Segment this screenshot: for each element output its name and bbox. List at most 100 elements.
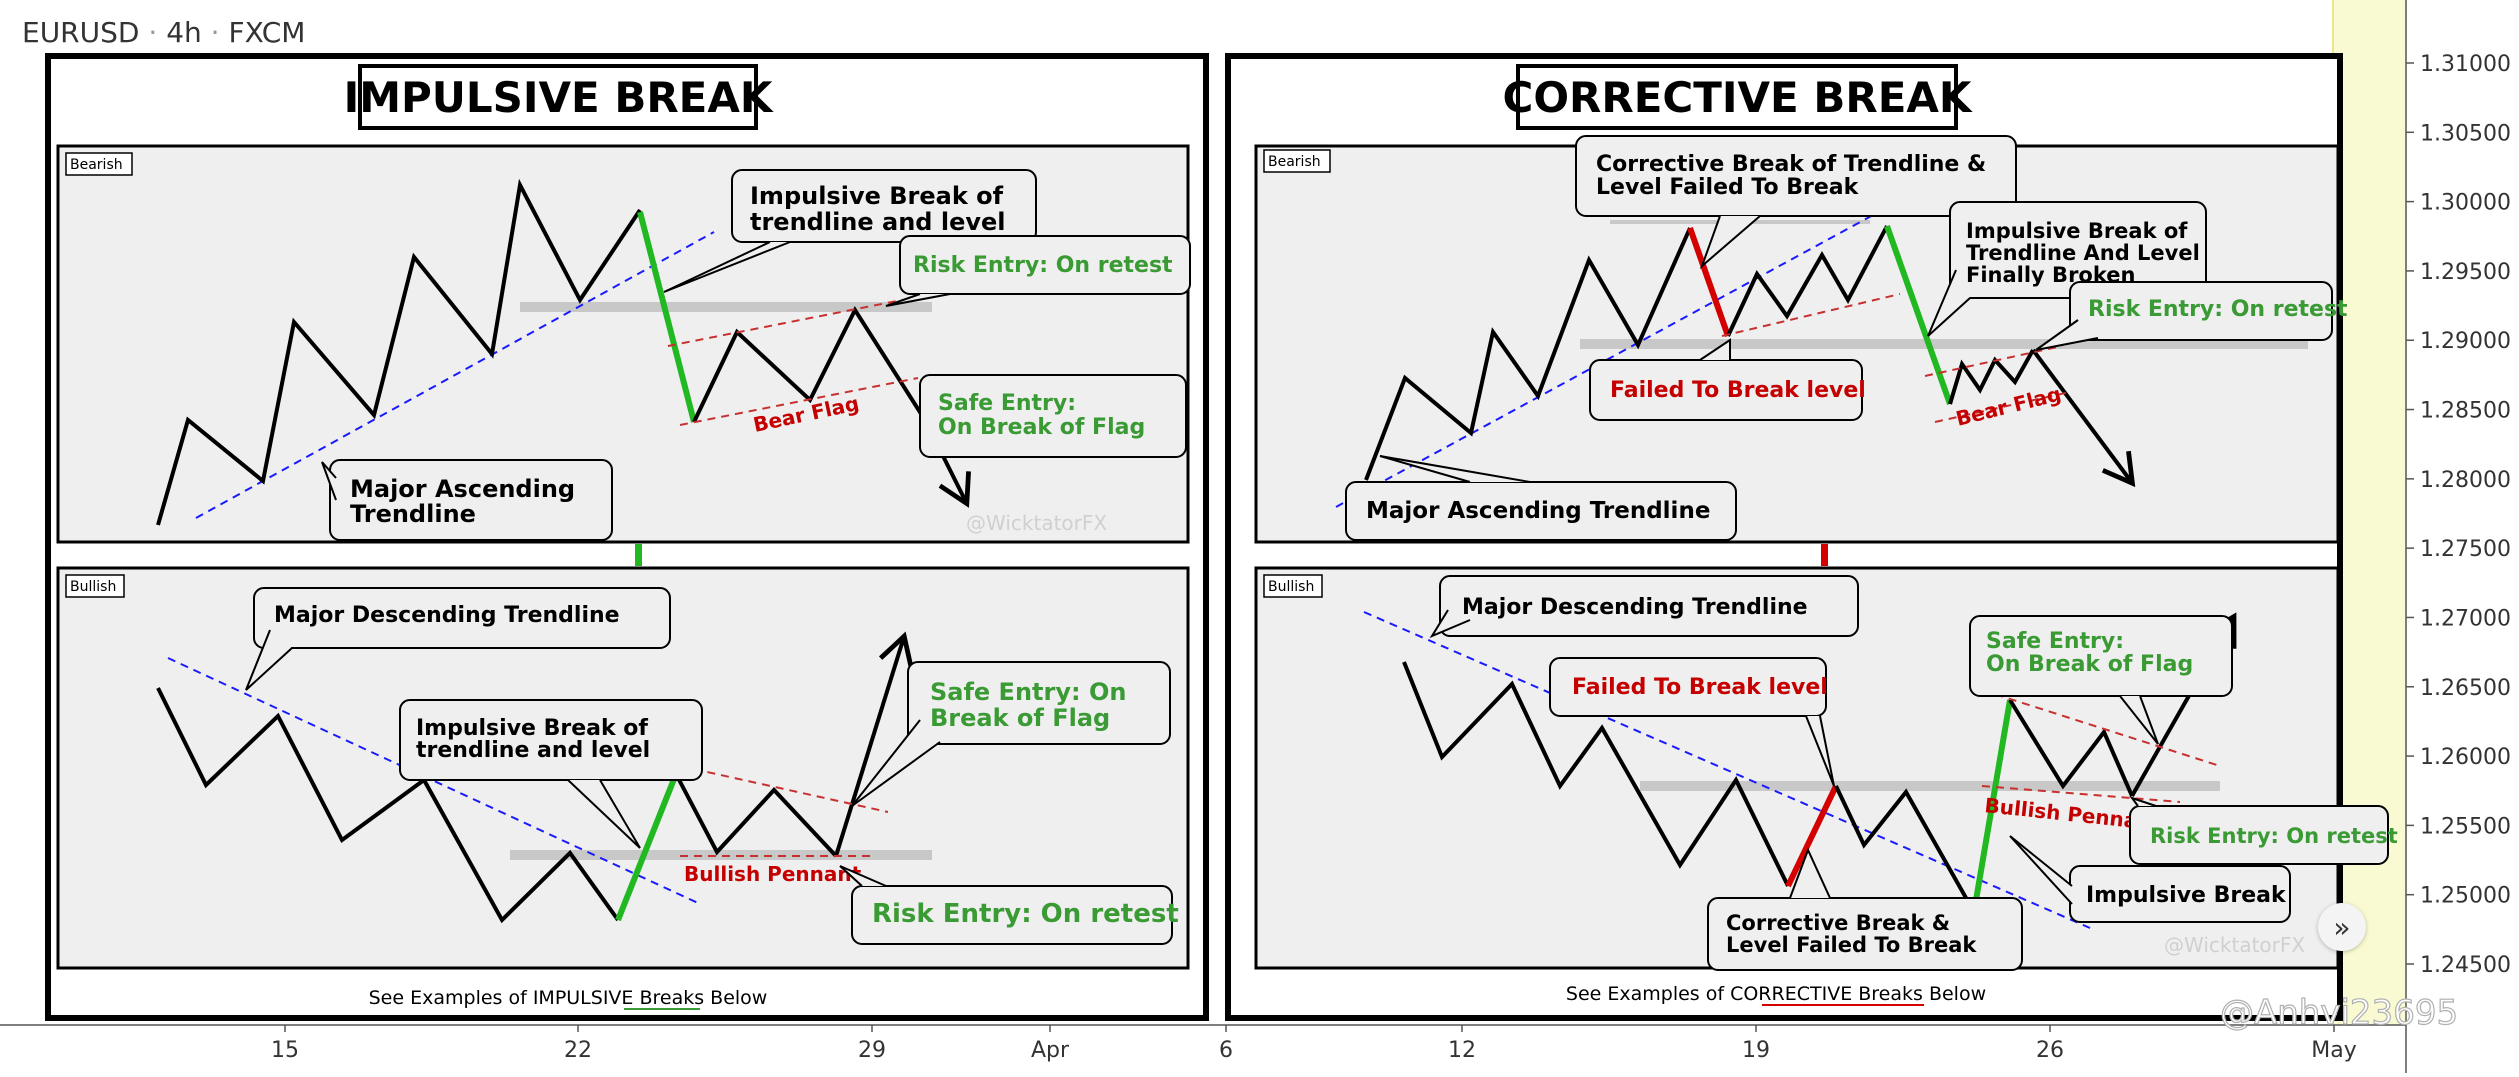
svg-text:Failed To Break level: Failed To Break level <box>1610 378 1866 403</box>
left-bullish-tag-box <box>65 574 125 598</box>
svg-text:Corrective Break of Trendline: Corrective Break of Trendline & <box>1596 152 1986 177</box>
time-tick-label: 6 <box>1219 1038 1233 1063</box>
svg-text:On Break of Flag: On Break of Flag <box>1986 652 2193 677</box>
left-bull-pennant-path <box>674 773 838 858</box>
price-tick-label: 1.24500 <box>2420 953 2511 978</box>
right-bullish-tag-box <box>1263 574 1323 598</box>
price-tick-label: 1.25000 <box>2420 884 2511 909</box>
callout-right-bull-corrective: Corrective Break & Level Failed To Break <box>1707 847 2023 971</box>
price-tick-label: 1.27500 <box>2420 537 2511 562</box>
callout-left-bear-safe: Safe Entry: On Break of Flag <box>919 374 1187 458</box>
left-title: IMPULSIVE BREAK <box>344 73 774 122</box>
callout-right-bear-corrective: Corrective Break of Trendline & Level Fa… <box>1575 135 2017 270</box>
left-bull-pennant-label: Bullish Pennant <box>684 862 862 886</box>
price-tick-label: 1.31000 <box>2420 52 2511 77</box>
svg-text:Impulsive Break: Impulsive Break <box>2086 883 2287 908</box>
price-tick-label: 1.28500 <box>2420 399 2511 424</box>
right-bullish-tag: Bullish <box>1268 579 1314 595</box>
price-tick-label: 1.27000 <box>2420 606 2511 631</box>
svg-text:Risk Entry: On retest: Risk Entry: On retest <box>913 253 1173 278</box>
svg-text:Level Failed To Break: Level Failed To Break <box>1726 933 1977 957</box>
left-bear-flag-upper <box>667 299 903 347</box>
right-bull-corrective-leg <box>1785 784 1839 888</box>
right-panel-connector <box>1821 544 1828 566</box>
left-bull-impulse-leg <box>615 772 679 922</box>
right-bear-impulse-leg <box>1884 224 1953 406</box>
svg-text:Break of Flag: Break of Flag <box>930 704 1110 732</box>
left-bearish-tag-box <box>65 152 133 176</box>
time-highlight-band <box>2332 0 2406 1025</box>
svg-text:Risk Entry: On retest: Risk Entry: On retest <box>2088 297 2348 322</box>
right-bear-trendline <box>1335 207 1887 508</box>
right-bear-flag-upper <box>1924 345 2063 377</box>
svg-text:Trendline: Trendline <box>350 500 476 528</box>
left-bearish-tag: Bearish <box>70 157 123 173</box>
left-bear-price-path <box>156 178 642 526</box>
price-tick-label: 1.28000 <box>2420 468 2511 493</box>
callout-right-bull-impulsive: Impulsive Break <box>2009 835 2291 923</box>
right-bear-price-path <box>1364 227 1692 481</box>
svg-text:trendline and level: trendline and level <box>416 738 650 763</box>
right-bull-trendline <box>1363 611 2091 929</box>
right-bull-pennant-path <box>2008 698 2134 797</box>
left-bear-impulse-leg <box>637 211 697 423</box>
price-tick-label: 1.30500 <box>2420 121 2511 146</box>
left-panel-connector <box>635 544 642 566</box>
time-tick-label: Apr <box>1031 1038 1070 1063</box>
left-bullish-tag: Bullish <box>70 579 116 595</box>
right-bull-watermark: @WicktatorFX <box>2164 933 2305 957</box>
right-bull-mid-path <box>1834 785 1976 913</box>
time-tick-label: 22 <box>564 1038 592 1063</box>
left-bear-watermark: @WicktatorFX <box>966 511 1107 535</box>
svg-text:Impulsive Break of: Impulsive Break of <box>750 182 1004 210</box>
svg-text:Trendline And Level: Trendline And Level <box>1966 241 2200 265</box>
left-caption: See Examples of IMPULSIVE Breaks Below <box>369 987 768 1009</box>
svg-text:Safe Entry:: Safe Entry: <box>1986 629 2124 654</box>
callout-right-bear-failed: Failed To Break level <box>1589 338 1866 421</box>
right-bull-price-path <box>1402 661 1790 887</box>
right-bear-corr-dash <box>1721 293 1901 337</box>
time-tick-label: 29 <box>858 1038 886 1063</box>
left-bull-price-path <box>156 687 620 924</box>
right-bear-flag-path <box>1948 349 2035 405</box>
left-bull-pennant-upper <box>679 765 889 813</box>
time-tick-label: May <box>2311 1038 2356 1063</box>
svg-text:Risk Entry: On retest: Risk Entry: On retest <box>872 899 1179 929</box>
callout-left-bull-risk: Risk Entry: On retest <box>839 865 1179 945</box>
right-bear-arrow <box>2031 348 2136 488</box>
svg-text:Safe Entry:: Safe Entry: <box>938 391 1076 416</box>
right-title: CORRECTIVE BREAK <box>1503 73 1973 122</box>
svg-text:trendline and level: trendline and level <box>750 208 1006 236</box>
right-bear-flag-lower <box>1934 391 2071 423</box>
svg-text:Corrective Break &: Corrective Break & <box>1726 911 1950 935</box>
svg-text:Impulsive Break of: Impulsive Break of <box>416 716 648 741</box>
svg-text:Major Descending Trendline: Major Descending Trendline <box>1462 595 1808 620</box>
callout-right-bull-risk: Risk Entry: On retest <box>2129 796 2398 865</box>
svg-text:Major Ascending: Major Ascending <box>350 475 575 503</box>
svg-text:Level Failed To Break: Level Failed To Break <box>1596 175 1860 200</box>
callout-right-bear-major: Major Ascending Trendline <box>1345 455 1737 541</box>
callout-left-bear-major: Major Ascending Trendline <box>321 459 613 541</box>
callout-right-bear-risk: Risk Entry: On retest <box>2035 281 2348 351</box>
symbol-title: EURUSD · 4h · FXCM <box>22 16 305 49</box>
time-tick-label: 15 <box>271 1038 299 1063</box>
svg-text:Major Descending Trendline: Major Descending Trendline <box>274 603 620 628</box>
svg-text:Impulsive Break of: Impulsive Break of <box>1966 219 2188 243</box>
callout-left-bear-impulsive: Impulsive Break of trendline and level <box>663 169 1037 293</box>
time-axis: 15 22 29 Apr 6 12 19 26 May <box>271 1025 2357 1063</box>
time-tick-label: 19 <box>1742 1038 1770 1063</box>
expand-chevron-button[interactable]: » <box>2318 903 2366 951</box>
callout-right-bear-impulsive: Impulsive Break of Trendline And Level F… <box>1927 201 2207 337</box>
price-tick-label: 1.26000 <box>2420 745 2511 770</box>
svg-text:On Break of Flag: On Break of Flag <box>938 415 1145 440</box>
price-tick-label: 1.25500 <box>2420 814 2511 839</box>
right-bearish-tag: Bearish <box>1268 154 1321 170</box>
left-bull-arrow <box>834 631 914 857</box>
right-bear-mid-path <box>1726 225 1889 337</box>
callout-right-bull-failed: Failed To Break level <box>1549 657 1835 787</box>
price-tick-label: 1.29500 <box>2420 260 2511 285</box>
callout-left-bull-impulsive: Impulsive Break of trendline and level <box>399 699 703 849</box>
double-chevron-right-icon: » <box>2333 910 2351 944</box>
